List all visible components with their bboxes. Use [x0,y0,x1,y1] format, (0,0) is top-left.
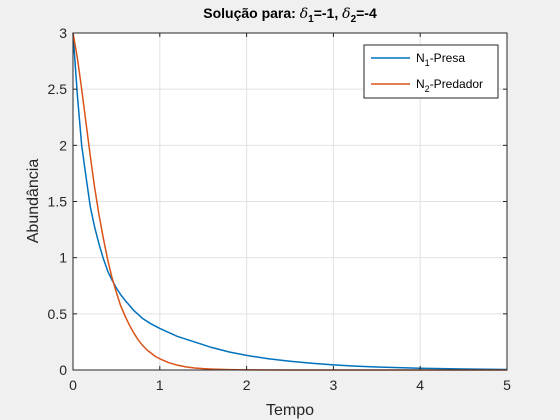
series-group [72,32,508,371]
x-tick-label: 1 [156,377,164,393]
axes [72,32,508,371]
legend-box [363,44,499,99]
series-line-0 [72,32,508,371]
y-tick-label: 0.5 [48,306,68,322]
x-tick-label: 2 [243,377,251,393]
legend-label-presa: N1-Presa [416,51,465,68]
chart-title: Solução para: δ1=-1, δ2=-4 [203,5,377,25]
x-tick-label: 0 [69,377,77,393]
series-line-1 [72,32,507,371]
tick-labels: 0 1 2 3 4 5 0 0.5 1 1.5 2 2.5 3 [48,25,512,393]
y-tick-label: 1 [59,250,67,266]
y-tick-label: 3 [59,25,67,41]
y-axis-label: Abundância [25,159,42,244]
grid [72,32,508,371]
y-tick-label: 2.5 [48,81,68,97]
legend-label-predador: N2-Predador [416,77,483,94]
x-tick-label: 3 [330,377,338,393]
y-tick-label: 2 [59,137,67,153]
x-tick-label: 5 [503,377,511,393]
x-tick-label: 4 [416,377,424,393]
y-tick-label: 0 [59,362,67,378]
x-axis-label: Tempo [266,402,314,419]
y-tick-label: 1.5 [48,194,68,210]
legend: N1-Presa N2-Predador [363,44,499,99]
